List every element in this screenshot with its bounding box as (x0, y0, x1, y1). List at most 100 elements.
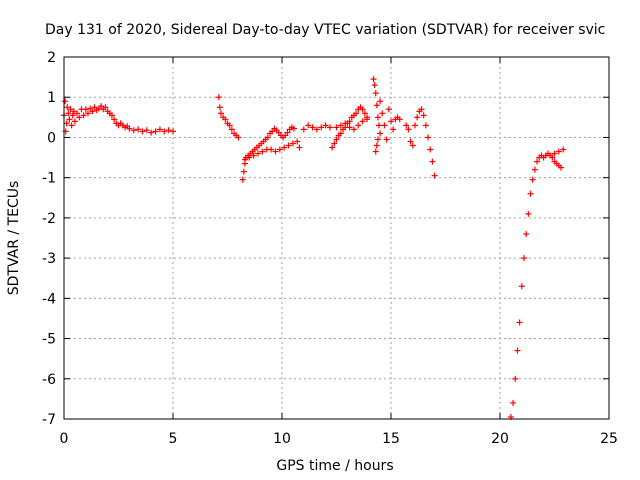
data-point-plus (268, 146, 275, 153)
data-point-plus (409, 142, 416, 149)
data-point-plus (390, 126, 397, 133)
data-point-plus (549, 154, 556, 161)
data-point-plus (226, 122, 233, 129)
data-point-plus (377, 98, 384, 105)
data-point-plus (76, 114, 83, 121)
data-point-plus (296, 144, 303, 151)
data-point-plus (371, 82, 378, 89)
data-point-plus (374, 114, 381, 121)
y-tick-label: 0 (47, 130, 56, 146)
data-point-plus (385, 106, 392, 113)
data-point-plus (74, 110, 81, 117)
data-point-plus (337, 130, 344, 137)
data-point-plus (512, 375, 519, 382)
y-ticks: -7 -6 -5 -4 -3 -2 -1 0 1 2 (42, 50, 609, 428)
data-point-plus (64, 104, 71, 111)
data-point-plus (246, 154, 253, 161)
data-point-plus (355, 122, 362, 129)
data-point-plus (337, 122, 344, 129)
data-point-plus (309, 124, 316, 131)
data-point-plus (396, 116, 403, 123)
data-point-plus (161, 128, 168, 135)
data-point-plus (422, 122, 429, 129)
y-tick-label: -3 (42, 251, 56, 267)
data-point-plus (516, 319, 523, 326)
data-point-plus (217, 110, 224, 117)
data-point-plus (551, 150, 558, 157)
data-point-plus (235, 134, 242, 141)
data-point-plus (318, 124, 325, 131)
data-point-plus (359, 118, 366, 125)
data-point-plus (281, 144, 288, 151)
data-point-plus (529, 176, 536, 183)
data-point-plus (272, 148, 279, 155)
y-tick-label: -6 (42, 372, 56, 388)
data-point-plus (350, 126, 357, 133)
data-point-plus (374, 136, 381, 143)
data-point-plus (80, 112, 87, 119)
data-point-plus (353, 110, 360, 117)
data-point-plus (66, 116, 73, 123)
data-point-plus (329, 144, 336, 151)
data-point-plus (407, 138, 414, 145)
y-tick-label: -7 (42, 412, 56, 428)
data-point-plus (531, 166, 538, 173)
data-point-plus (170, 128, 176, 135)
data-point-plus (259, 148, 266, 155)
data-point-plus (372, 90, 379, 97)
y-tick-label: 2 (47, 50, 56, 66)
data-point-plus (427, 146, 434, 153)
data-point-plus (98, 103, 105, 110)
data-point-plus (558, 164, 565, 171)
data-point-plus (381, 122, 388, 129)
data-point-plus (383, 136, 390, 143)
data-point-plus (418, 106, 425, 113)
data-point-plus (331, 140, 338, 147)
data-point-plus (425, 134, 432, 141)
data-point-plus (70, 108, 77, 115)
x-tick-label: 5 (169, 431, 178, 447)
data-point-plus (216, 104, 223, 111)
data-point-plus (143, 127, 150, 134)
y-axis-label: SDTVAR / TECUs (6, 181, 22, 296)
data-point-plus (63, 120, 70, 127)
data-point-plus (376, 122, 383, 129)
data-point-plus (108, 112, 115, 119)
data-point-plus (359, 106, 366, 113)
data-point-plus (560, 146, 567, 153)
data-point-plus (290, 125, 297, 132)
x-axis-label: GPS time / hours (276, 458, 393, 474)
data-point-plus (405, 126, 412, 133)
data-point-plus (68, 122, 75, 129)
data-point-plus (333, 124, 340, 131)
data-point-plus (228, 126, 235, 133)
data-point-plus (431, 172, 438, 179)
data-point-plus (403, 122, 410, 129)
data-point-plus (215, 94, 222, 101)
data-point-plus (523, 230, 530, 237)
x-ticks: 0 5 10 15 20 25 (60, 57, 618, 447)
data-point-plus (372, 148, 379, 155)
data-point-plus (71, 118, 78, 125)
data-point-plus (525, 210, 532, 217)
data-point-plus (414, 114, 421, 121)
data-point-plus (364, 116, 371, 123)
data-point-plus (276, 146, 283, 153)
y-tick-label: -4 (42, 291, 56, 307)
data-point-plus (69, 112, 76, 119)
data-point-plus (377, 130, 384, 137)
x-tick-label: 20 (491, 431, 509, 447)
data-point-plus (89, 108, 96, 115)
data-point-plus (264, 134, 271, 141)
data-point-plus (84, 110, 91, 117)
x-tick-label: 15 (382, 431, 400, 447)
data-point-plus (534, 158, 541, 165)
y-tick-label: -1 (42, 171, 56, 187)
data-point-plus (429, 158, 436, 165)
data-point-plus (62, 98, 69, 105)
gridlines (64, 57, 609, 419)
data-point-plus (342, 120, 349, 127)
data-point-plus (527, 190, 534, 197)
data-point-plus (152, 128, 159, 135)
